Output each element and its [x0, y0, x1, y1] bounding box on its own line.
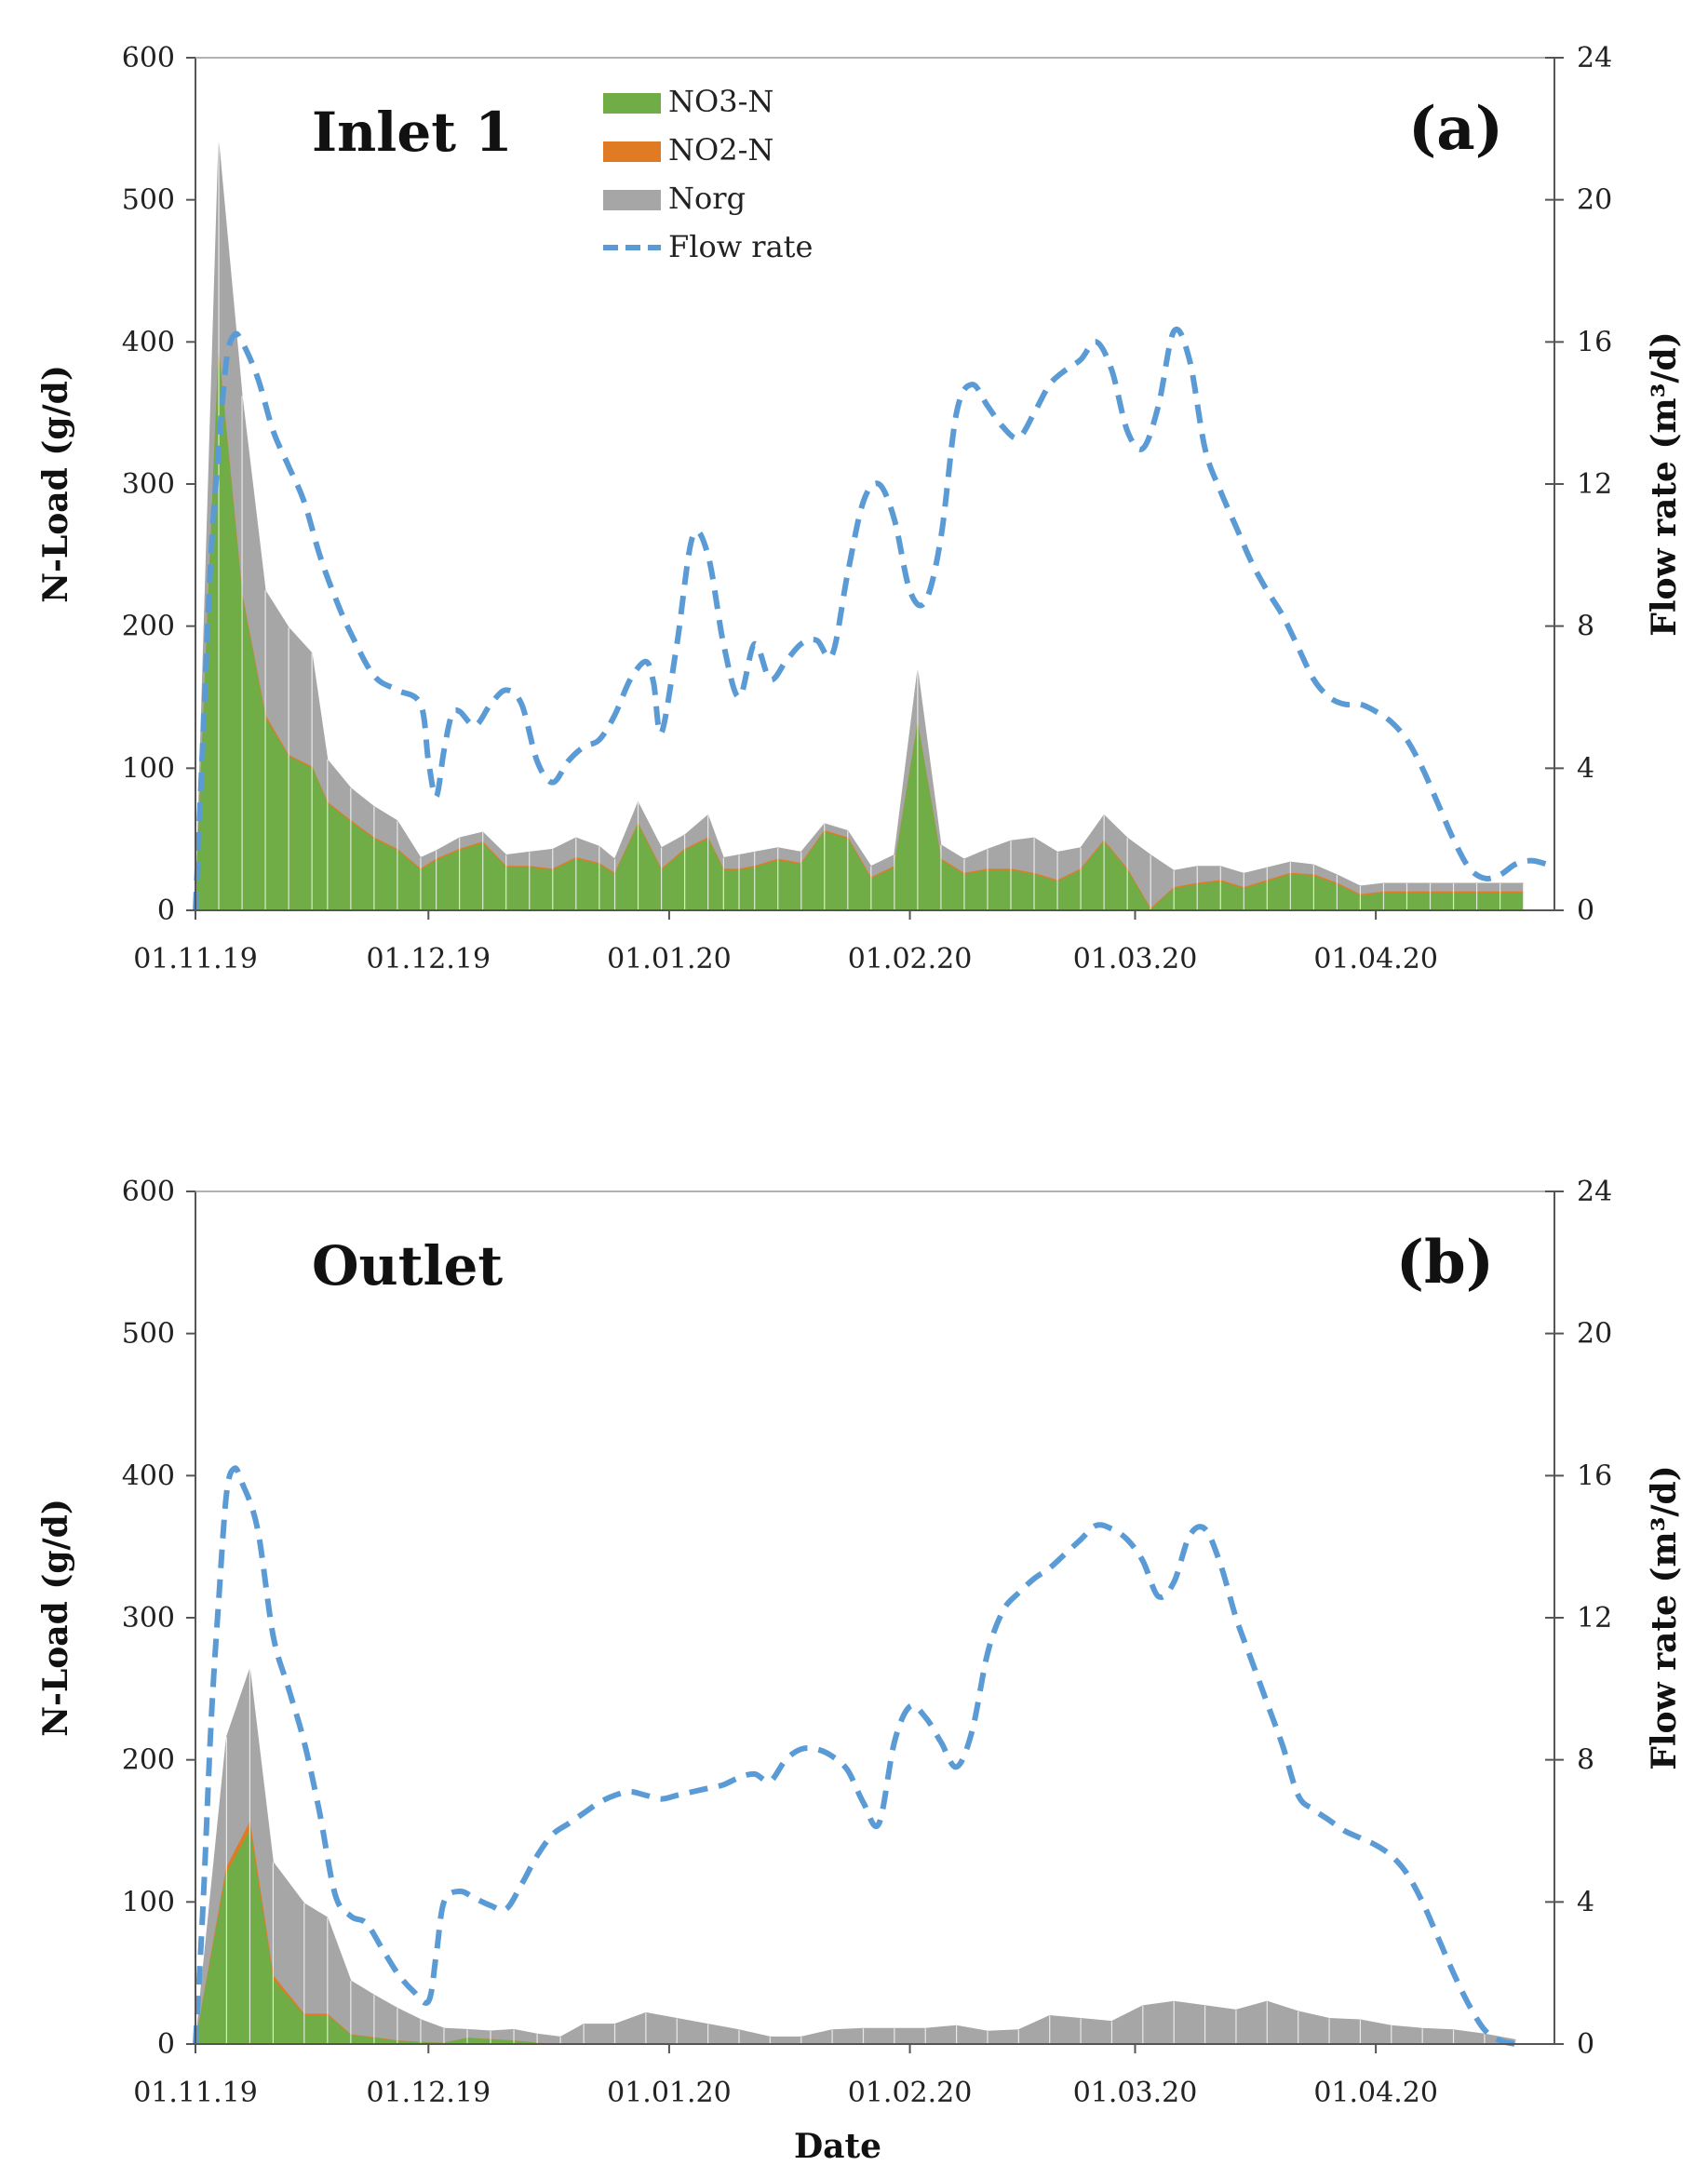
x-tick-label: 01.03.20 [1073, 2077, 1198, 2109]
y-tick-label: 500 [122, 1318, 175, 1351]
flow-rate-line [193, 326, 1548, 911]
sample-divider-layer [218, 142, 1525, 910]
y2-tick-label: 4 [1577, 752, 1594, 785]
stacked-area-layer [195, 1668, 1516, 2045]
panel-label: (b) [1396, 1228, 1494, 1298]
y2-tick-label: 24 [1577, 42, 1612, 74]
legend-label-no2: NO2-N [668, 132, 773, 168]
x-tick-label: 01.12.19 [366, 2077, 491, 2109]
y2-tick-label: 12 [1577, 468, 1612, 501]
y-tick-label: 600 [122, 42, 175, 74]
y2-tick-label: 8 [1577, 611, 1594, 643]
y2-tick-label: 8 [1577, 1744, 1594, 1777]
panel-title: Inlet 1 [312, 101, 513, 164]
y-axis-title: N-Load (g/d) [36, 365, 75, 603]
y-tick-label: 400 [122, 1459, 175, 1492]
y-tick-label: 0 [157, 2028, 175, 2061]
axes: 0 100 200 300 400 500 600 0 4 8 12 16 20 24 01.11.19 01… [122, 42, 1612, 975]
y-axis-title: N-Load (g/d) [36, 1499, 75, 1737]
legend-swatch-no3 [603, 93, 661, 114]
y2-tick-label: 16 [1577, 326, 1612, 358]
y-tick-label: 100 [122, 752, 175, 785]
y2-axis-title: Flow rate (m³/d) [1645, 331, 1684, 636]
x-tick-label: 01.02.20 [848, 2077, 973, 2109]
y2-tick-label: 20 [1577, 184, 1612, 217]
y2-tick-label: 16 [1577, 1459, 1612, 1492]
y2-tick-label: 20 [1577, 1318, 1612, 1351]
area-norg [195, 1668, 1516, 2045]
x-tick-label: 01.11.19 [133, 2077, 258, 2109]
x-tick-label: 01.01.20 [607, 2077, 732, 2109]
y2-tick-label: 12 [1577, 1602, 1612, 1634]
panel-title: Outlet [312, 1234, 503, 1298]
x-tick-label: 01.11.19 [133, 943, 258, 975]
y-tick-label: 200 [122, 611, 175, 643]
y2-tick-label: 24 [1577, 1176, 1612, 1208]
y-tick-label: 200 [122, 1744, 175, 1777]
y-tick-label: 500 [122, 184, 175, 217]
y-tick-label: 400 [122, 326, 175, 358]
x-tick-label: 01.04.20 [1313, 943, 1438, 975]
y-tick-label: 600 [122, 1176, 175, 1208]
y2-tick-label: 0 [1577, 2028, 1594, 2061]
panel-label: (a) [1408, 94, 1503, 164]
y-tick-label: 300 [122, 1602, 175, 1634]
y-tick-label: 100 [122, 1886, 175, 1918]
panel-outlet: 0 100 200 300 400 500 600 0 4 8 12 16 20 24 01.11.19 01… [36, 1176, 1684, 2166]
legend-label-norg: Norg [668, 181, 746, 216]
x-tick-label: 01.04.20 [1313, 2077, 1438, 2109]
legend-label-flow: Flow rate [668, 229, 813, 264]
sample-divider-layer [225, 1668, 1516, 2044]
legend: NO3-N NO2-N Norg Flow rate [603, 84, 813, 264]
y2-axis-title: Flow rate (m³/d) [1645, 1465, 1684, 1769]
x-tick-label: 01.01.20 [607, 943, 732, 975]
y-tick-label: 0 [157, 894, 175, 927]
legend-label-no3: NO3-N [668, 84, 773, 119]
y2-tick-label: 0 [1577, 894, 1594, 927]
x-tick-label: 01.02.20 [848, 943, 973, 975]
y2-tick-label: 4 [1577, 1886, 1594, 1918]
flow-rate-line [193, 1465, 1524, 2048]
legend-swatch-no2 [603, 141, 661, 162]
x-tick-label: 01.03.20 [1073, 943, 1198, 975]
panel-inlet-1: 0 100 200 300 400 500 600 0 4 8 12 16 20 24 01.11.19 01… [36, 42, 1684, 975]
axes: 0 100 200 300 400 500 600 0 4 8 12 16 20 24 01.11.19 01… [122, 1176, 1612, 2109]
y-tick-label: 300 [122, 468, 175, 501]
x-axis-title: Date [794, 2127, 881, 2166]
x-tick-label: 01.12.19 [366, 943, 491, 975]
legend-swatch-norg [603, 190, 661, 210]
